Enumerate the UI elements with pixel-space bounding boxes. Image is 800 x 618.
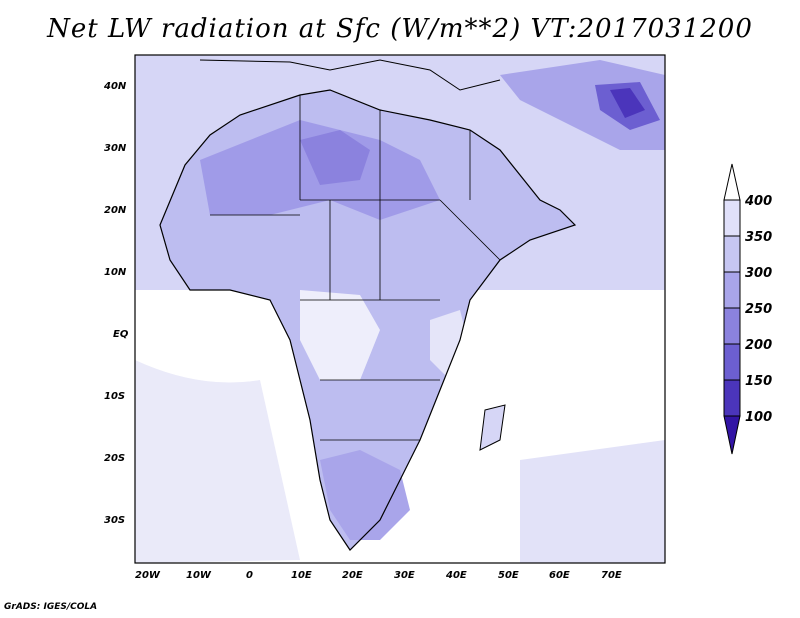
lat-label: 30S	[104, 515, 125, 526]
lat-label: 20N	[104, 205, 127, 216]
lat-label: 10N	[104, 267, 127, 278]
lon-label: 10E	[291, 570, 312, 581]
lon-label: 20W	[135, 570, 161, 581]
colorbar-label: 150	[745, 374, 772, 389]
map-plot-area	[134, 54, 666, 564]
grads-credit: GrADS: IGES/COLA	[4, 602, 98, 612]
map-title: Net LW radiation at Sfc (W/m**2) VT:2017…	[47, 14, 753, 44]
colorbar-segment	[723, 199, 741, 237]
lat-label: 40N	[103, 81, 127, 92]
lon-label: 40E	[445, 570, 467, 581]
lon-label: 10W	[186, 570, 212, 581]
lon-label: 50E	[498, 570, 519, 581]
colorbar-segment	[723, 235, 741, 273]
colorbar-label: 300	[745, 266, 772, 281]
colorbar-label: 200	[745, 338, 772, 353]
colorbar-arrow-bottom	[723, 415, 741, 455]
colorbar-segment	[723, 343, 741, 381]
lon-label: 70E	[601, 570, 622, 581]
colorbar	[723, 163, 741, 455]
lat-label: 30N	[104, 143, 127, 154]
lon-label: 0	[246, 570, 253, 581]
lon-label: 20E	[342, 570, 363, 581]
colorbar-label: 350	[745, 230, 772, 245]
colorbar-label: 100	[745, 410, 772, 425]
lon-label: 30E	[394, 570, 415, 581]
colorbar-arrow-top	[723, 163, 741, 201]
colorbar-labels: 400 350 300 250 200 150 100	[744, 194, 772, 425]
lat-label: 20S	[104, 453, 125, 464]
colorbar-label: 250	[745, 302, 772, 317]
colorbar-label: 400	[744, 194, 772, 209]
lat-axis-labels: 40N 30N 20N 10N EQ 10S 20S 30S	[103, 81, 129, 526]
lon-label: 60E	[549, 570, 570, 581]
lat-label: EQ	[113, 329, 129, 340]
colorbar-segment	[723, 379, 741, 417]
colorbar-segment	[723, 271, 741, 309]
colorbar-segment	[723, 307, 741, 345]
lon-axis-labels: 20W 10W 0 10E 20E 30E 40E 50E 60E 70E	[135, 570, 622, 581]
lat-label: 10S	[104, 391, 125, 402]
